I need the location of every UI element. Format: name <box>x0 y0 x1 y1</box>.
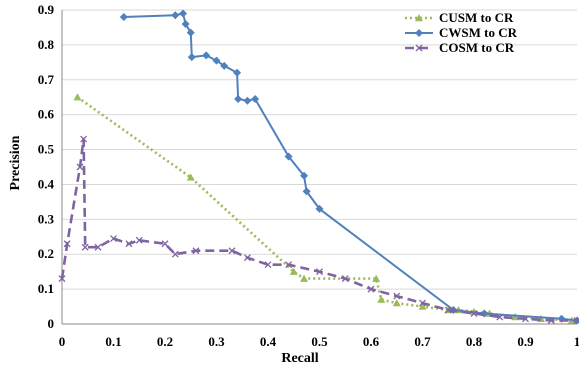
y-tick-label: 0.9 <box>38 2 55 17</box>
data-point-marker <box>415 44 423 52</box>
data-point-marker <box>171 250 179 258</box>
data-point-marker <box>300 171 309 180</box>
x-axis-title: Recall <box>281 351 318 366</box>
series-1 <box>119 9 579 325</box>
data-point-marker <box>125 240 133 248</box>
y-tick-label: 0.3 <box>38 211 55 226</box>
data-point-marker <box>377 295 386 303</box>
data-point-marker <box>135 236 143 244</box>
y-tick-label: 0 <box>48 316 55 331</box>
data-point-marker <box>367 285 375 293</box>
data-point-marker <box>186 28 195 37</box>
tick-labels: 0 0.1 0.2 0.3 0.4 0.5 0.6 0.7 0.8 0.9 0 0.1 0.2 0.3 0.… <box>38 2 579 349</box>
x-tick-label: 0 <box>59 334 66 349</box>
data-point-marker <box>212 56 221 65</box>
data-point-marker <box>372 274 381 282</box>
data-point-marker <box>119 12 128 21</box>
y-axis-title: Precision <box>8 135 23 190</box>
data-point-marker <box>220 61 229 70</box>
data-point-marker <box>171 11 180 20</box>
x-tick-label: 0.4 <box>260 334 277 349</box>
data-point-marker <box>284 152 293 161</box>
x-tick-label: 0.5 <box>311 334 328 349</box>
data-point-marker <box>418 302 427 310</box>
data-point-marker <box>251 94 260 103</box>
data-point-marker <box>186 173 195 181</box>
data-point-marker <box>315 204 324 213</box>
x-tick-label: 0.7 <box>414 334 431 349</box>
y-tick-label: 0.4 <box>38 176 55 191</box>
axes <box>61 10 577 325</box>
data-point-marker <box>181 19 190 28</box>
data-point-marker <box>392 299 401 307</box>
data-point-marker <box>161 240 169 248</box>
series-line <box>76 96 572 322</box>
x-tick-label: 1 <box>574 334 579 349</box>
data-point-marker <box>496 313 504 321</box>
data-point-marker <box>80 135 88 143</box>
data-point-marker <box>234 94 243 103</box>
data-point-marker <box>76 163 84 171</box>
series-group <box>58 9 579 325</box>
data-point-marker <box>415 29 423 37</box>
data-point-marker <box>73 93 82 101</box>
grid-lines <box>62 9 577 290</box>
data-point-marker <box>393 292 401 300</box>
data-point-marker <box>110 235 117 242</box>
data-point-marker <box>470 310 478 317</box>
x-tick-label: 0.6 <box>363 334 380 349</box>
data-point-marker <box>285 261 293 269</box>
data-point-marker <box>63 240 71 248</box>
data-point-marker <box>264 261 272 269</box>
data-point-marker <box>547 317 555 324</box>
data-point-marker <box>316 268 323 276</box>
data-point-marker <box>302 187 311 196</box>
y-tick-label: 0.1 <box>38 281 54 296</box>
data-point-marker <box>419 299 426 307</box>
data-point-marker <box>289 267 298 275</box>
data-point-marker <box>243 254 251 262</box>
legend-item-2: COSM to CR <box>405 40 515 55</box>
data-point-marker <box>228 247 236 255</box>
data-point-marker <box>300 274 309 282</box>
data-point-marker <box>187 53 196 62</box>
data-point-marker <box>58 275 66 283</box>
data-point-marker <box>202 51 211 60</box>
legend-label: COSM to CR <box>439 40 515 55</box>
y-tick-label: 0.2 <box>38 246 54 261</box>
y-tick-label: 0.5 <box>38 142 55 157</box>
data-point-marker <box>444 306 452 314</box>
data-point-marker <box>522 315 529 323</box>
data-point-marker <box>233 68 242 77</box>
x-tick-label: 0.2 <box>157 334 173 349</box>
legend-item-1: CWSM to CR <box>405 25 518 40</box>
legend-label: CUSM to CR <box>439 10 514 25</box>
series-line <box>60 137 577 322</box>
data-point-marker <box>192 247 200 255</box>
y-tick-label: 0.6 <box>38 107 55 122</box>
data-point-marker <box>179 9 188 18</box>
x-tick-label: 0.3 <box>208 334 225 349</box>
data-point-marker <box>94 243 102 251</box>
x-tick-label: 0.9 <box>517 334 534 349</box>
x-tick-label: 0.8 <box>466 334 483 349</box>
data-point-marker <box>341 275 349 283</box>
data-point-marker <box>573 317 579 324</box>
y-tick-label: 0.8 <box>38 37 55 52</box>
y-tick-label: 0.7 <box>38 72 55 87</box>
x-tick-label: 0.1 <box>105 334 121 349</box>
legend-item-0: CUSM to CR <box>405 10 514 25</box>
legend-label: CWSM to CR <box>439 25 518 40</box>
data-point-marker <box>81 243 89 251</box>
data-point-marker <box>243 96 252 105</box>
data-point-marker <box>415 14 423 22</box>
series-2 <box>58 135 579 324</box>
